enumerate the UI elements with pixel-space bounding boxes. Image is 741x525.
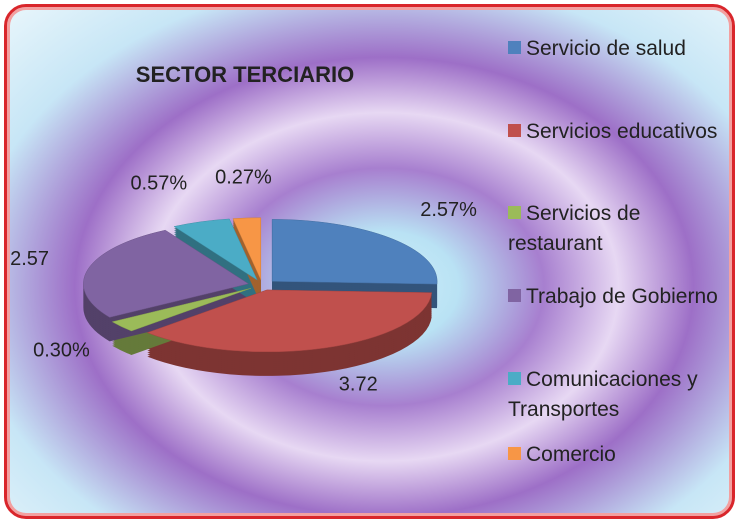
legend-label: Servicio de salud — [526, 37, 686, 60]
legend-item: Servicios de restaurant — [508, 199, 723, 259]
legend-label: Comunicaciones y Transportes — [508, 368, 698, 421]
slice — [111, 288, 252, 332]
data-label: 2.57 — [10, 248, 49, 270]
legend-item: Servicios educativos — [508, 117, 723, 147]
data-label: 3.72 — [339, 374, 378, 396]
slice — [271, 219, 438, 285]
slice — [83, 229, 250, 318]
data-label: 0.27% — [215, 166, 272, 188]
legend-label: Comercio — [526, 443, 616, 466]
legend-item: Comercio — [508, 440, 723, 470]
legend-swatch — [508, 124, 521, 137]
chart-title: SECTOR TERCIARIO — [136, 62, 354, 87]
legend-item: Servicio de salud — [508, 34, 723, 64]
legend-label: Servicios de restaurant — [508, 202, 641, 255]
legend-swatch — [508, 447, 521, 460]
legend-item: Comunicaciones y Transportes — [508, 365, 723, 425]
legend-label: Trabajo de Gobierno — [526, 285, 718, 308]
legend-swatch — [508, 289, 521, 302]
legend-swatch — [508, 206, 521, 219]
legend-item: Trabajo de Gobierno — [508, 282, 723, 312]
slice — [173, 218, 258, 281]
legend-swatch — [508, 41, 521, 54]
slice — [146, 289, 433, 353]
legend-swatch — [508, 372, 521, 385]
data-label: 2.57% — [420, 199, 477, 221]
data-label: 0.30% — [33, 340, 90, 362]
legend-label: Servicios educativos — [526, 120, 718, 143]
slice — [232, 217, 262, 280]
data-label: 0.57% — [130, 172, 187, 194]
